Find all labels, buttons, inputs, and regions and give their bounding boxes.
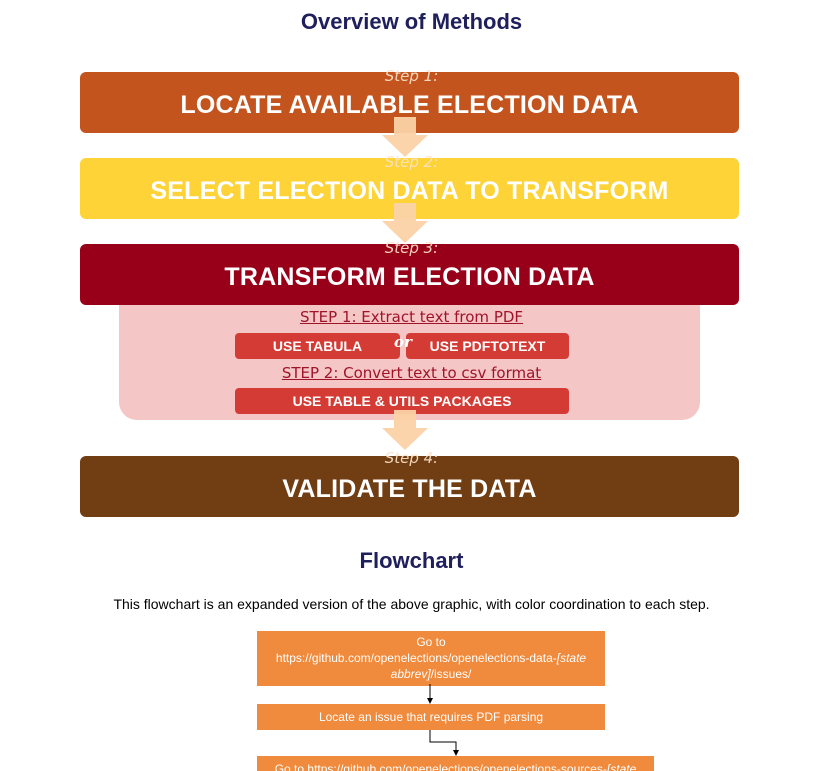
step-3-label: Step 3:	[384, 239, 439, 257]
flow-node-placeholder: [state	[556, 651, 587, 665]
substep-convert-csv: STEP 2: Convert text to csv format	[281, 364, 542, 382]
or-label: or	[394, 333, 412, 351]
flow-node-url: https://github.com/openelections/openele…	[275, 651, 557, 665]
flowchart-description: This flowchart is an expanded version of…	[113, 596, 710, 612]
flowchart-title: Flowchart	[359, 548, 464, 573]
step-2-title: SELECT ELECTION DATA TO TRANSFORM	[150, 177, 669, 205]
flow-node-go-to-sources: Go to https://github.com/openelections/o…	[257, 756, 654, 771]
step-1-title: LOCATE AVAILABLE ELECTION DATA	[180, 91, 639, 119]
down-arrow-icon	[382, 203, 428, 243]
down-arrow-icon	[382, 410, 428, 450]
use-tabula-pill: USE TABULA	[235, 333, 400, 359]
down-arrow-icon	[382, 117, 428, 157]
flow-node-url: /issues/	[430, 667, 472, 681]
step-3-bar: TRANSFORM ELECTION DATA	[80, 244, 739, 305]
flow-node-go-to-issues: Go to https://github.com/openelections/o…	[257, 631, 605, 686]
flow-node-placeholder: abbrev]	[390, 667, 431, 681]
step-1-label: Step 1:	[384, 67, 439, 85]
step-4-label: Step 4:	[384, 449, 439, 467]
use-packages-pill: USE TABLE & UTILS PACKAGES	[235, 388, 569, 414]
substep-extract-text: STEP 1: Extract text from PDF	[299, 308, 524, 326]
flow-node-locate-issue: Locate an issue that requires PDF parsin…	[257, 704, 605, 730]
step-4-bar: VALIDATE THE DATA	[80, 456, 739, 517]
flow-node-text: Go to	[416, 635, 446, 649]
flow-node-placeholder: [state	[606, 762, 637, 771]
flow-node-url: Go to https://github.com/openelections/o…	[274, 762, 607, 771]
flow-node-text: https://github.com/openelections/openele…	[257, 650, 605, 666]
flow-node-text: abbrev]/issues/	[257, 666, 605, 682]
step-3-title: TRANSFORM ELECTION DATA	[224, 263, 595, 291]
use-pdftotext-pill: USE PDFTOTEXT	[406, 333, 569, 359]
step-2-label: Step 2:	[384, 153, 439, 171]
overview-title: Overview of Methods	[300, 9, 523, 34]
step-4-title: VALIDATE THE DATA	[282, 475, 537, 503]
